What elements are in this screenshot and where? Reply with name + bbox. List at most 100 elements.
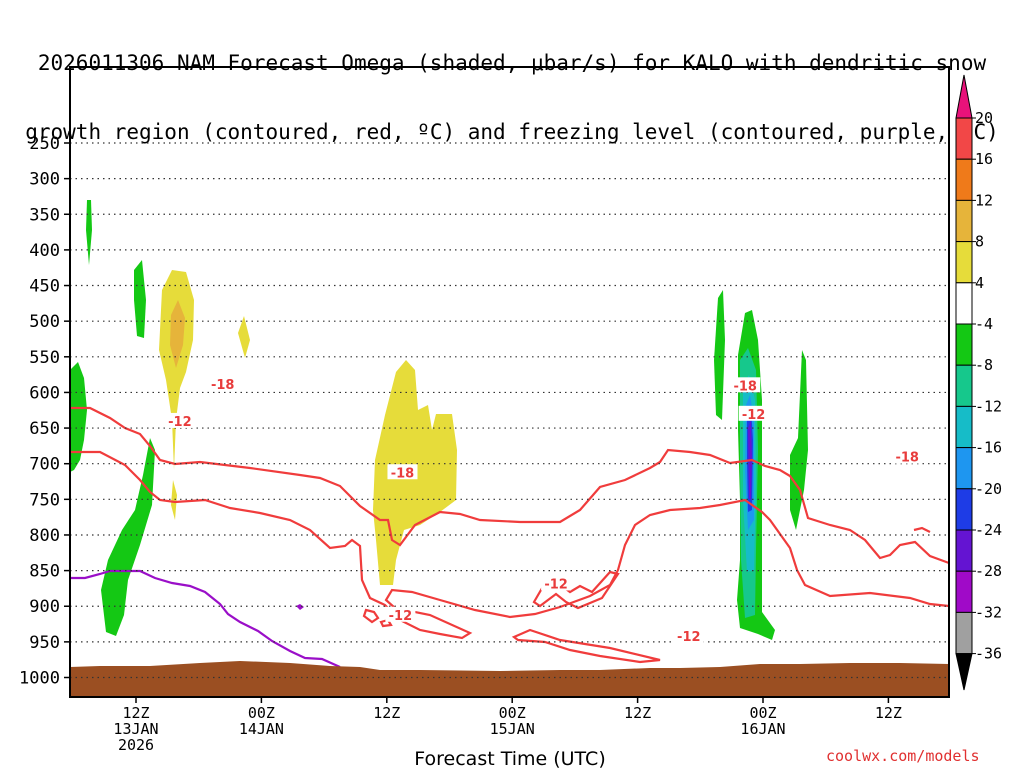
contour-label: -12	[742, 408, 766, 423]
omega-shade-green	[714, 290, 725, 420]
x-axis-title: Forecast Time (UTC)	[414, 748, 605, 768]
y-tick-label: 250	[29, 134, 60, 154]
contour-label-bg	[730, 377, 761, 393]
colorbar-swatch	[955, 488, 973, 531]
y-tick-label: 400	[29, 241, 60, 261]
colorbar-swatch	[955, 570, 973, 613]
x-tick-label: 00Z	[248, 704, 275, 722]
chart-title-line2: growth region (contoured, red, ºC) and f…	[25, 120, 999, 144]
colorbar-label: -4	[975, 315, 993, 333]
colorbar-swatch	[955, 199, 973, 243]
y-tick-label: 550	[29, 348, 60, 368]
dgz-contour-line	[362, 608, 380, 624]
colorbar-label: 12	[975, 191, 993, 209]
x-tick-label: 14JAN	[239, 720, 284, 738]
y-tick-label: 650	[29, 419, 60, 439]
contour-label-bg	[673, 628, 704, 644]
contour-label-bg	[387, 464, 418, 480]
dgz-contour-line	[70, 450, 949, 640]
x-tick-label: 15JAN	[490, 720, 535, 738]
freezing-level-line	[70, 569, 341, 669]
omega-shade-green	[101, 438, 155, 636]
contour-label: -12	[389, 609, 413, 624]
omega-colorbar: 20 16 12 8 4 -4 -8 -12 -16 -20 -24 -28 -32 -36	[955, 74, 1002, 691]
dgz-contour-line	[913, 526, 931, 533]
contour-label: -18	[211, 378, 235, 393]
contour-label: -18	[895, 451, 919, 466]
dgz-contours	[70, 406, 949, 664]
omega-shade-green	[86, 200, 92, 265]
colorbar-swatch	[955, 611, 973, 655]
y-tick-label: 800	[29, 526, 60, 546]
x-tick-label: 00Z	[499, 704, 526, 722]
y-tick-label: 900	[29, 597, 60, 617]
omega-shade-green	[134, 260, 146, 338]
contour-label: -12	[677, 630, 701, 645]
x-tick-label: 00Z	[749, 704, 776, 722]
omega-shade-yellow	[238, 316, 250, 358]
colorbar-swatch	[955, 529, 973, 572]
colorbar-swatch	[955, 282, 973, 325]
x-tick-label: 12Z	[373, 704, 400, 722]
ground-surface	[70, 661, 949, 697]
contour-label-bg	[207, 375, 238, 391]
x-tick-label: 12Z	[875, 704, 902, 722]
plot-frame	[69, 66, 950, 698]
colorbar-label: 20	[975, 109, 993, 127]
chart-title: 2026011306 NAM Forecast Omega (shaded, μ…	[0, 6, 1024, 167]
dgz-contour-line	[70, 406, 949, 565]
y-tick-label: 700	[29, 455, 60, 475]
contour-label: -18	[733, 379, 757, 394]
site-credit: coolwx.com/models	[826, 747, 980, 765]
colorbar-swatch	[955, 323, 973, 366]
x-tick-label: 12Z	[624, 704, 651, 722]
contour-label-bg	[385, 606, 416, 622]
pressure-gridlines	[64, 142, 949, 679]
colorbar-swatch	[955, 405, 973, 449]
colorbar-label: -24	[975, 521, 1002, 539]
colorbar-label: 4	[975, 274, 984, 292]
x-tick-label: 12Z	[122, 704, 149, 722]
contour-label-bg	[738, 405, 769, 421]
y-tick-label: 350	[29, 205, 60, 225]
omega-shade-yellow	[159, 270, 194, 470]
dgz-contour-line	[511, 628, 661, 664]
colorbar-bottom-triangle	[955, 653, 973, 691]
colorbar-label: -36	[975, 645, 1002, 663]
omega-shade-green	[70, 362, 87, 472]
omega-shade-purple	[296, 604, 304, 610]
dgz-contour-labels: -18 -12 -18 -12 -12 -12 -18 -12 -18	[164, 375, 923, 645]
y-tick-label: 750	[29, 490, 60, 510]
omega-shade-yellow	[171, 480, 177, 520]
freezing-level-contour	[70, 569, 341, 669]
y-tick-label: 850	[29, 562, 60, 582]
omega-shade-orange	[170, 300, 185, 368]
contour-label-bg	[541, 575, 572, 591]
contour-label-bg	[164, 412, 195, 428]
colorbar-swatch	[955, 447, 973, 490]
colorbar-label: -20	[975, 480, 1002, 498]
y-tick-label: 300	[29, 170, 60, 190]
colorbar-label: -16	[975, 439, 1002, 457]
y-tick-label: 600	[29, 383, 60, 403]
colorbar-swatch	[955, 364, 973, 407]
colorbar-label: -8	[975, 356, 993, 374]
y-tick-label: 1000	[19, 669, 60, 689]
colorbar-swatch	[955, 241, 973, 284]
colorbar-label: -12	[975, 397, 1002, 415]
y-tick-label: 450	[29, 277, 60, 297]
colorbar-label: 8	[975, 233, 984, 251]
contour-label-bg	[892, 448, 923, 464]
colorbar-label: 16	[975, 150, 993, 168]
colorbar-label: -28	[975, 562, 1002, 580]
chart-title-line1: 2026011306 NAM Forecast Omega (shaded, μ…	[37, 51, 987, 75]
y-tick-label: 500	[29, 312, 60, 332]
colorbar-swatch	[955, 158, 973, 201]
colorbar-label: -32	[975, 603, 1002, 621]
x-tick-label: 2026	[118, 736, 154, 754]
contour-label: -12	[168, 415, 192, 430]
contour-label: -18	[391, 466, 415, 481]
y-tick-label: 950	[29, 633, 60, 653]
colorbar-swatch	[955, 117, 973, 160]
